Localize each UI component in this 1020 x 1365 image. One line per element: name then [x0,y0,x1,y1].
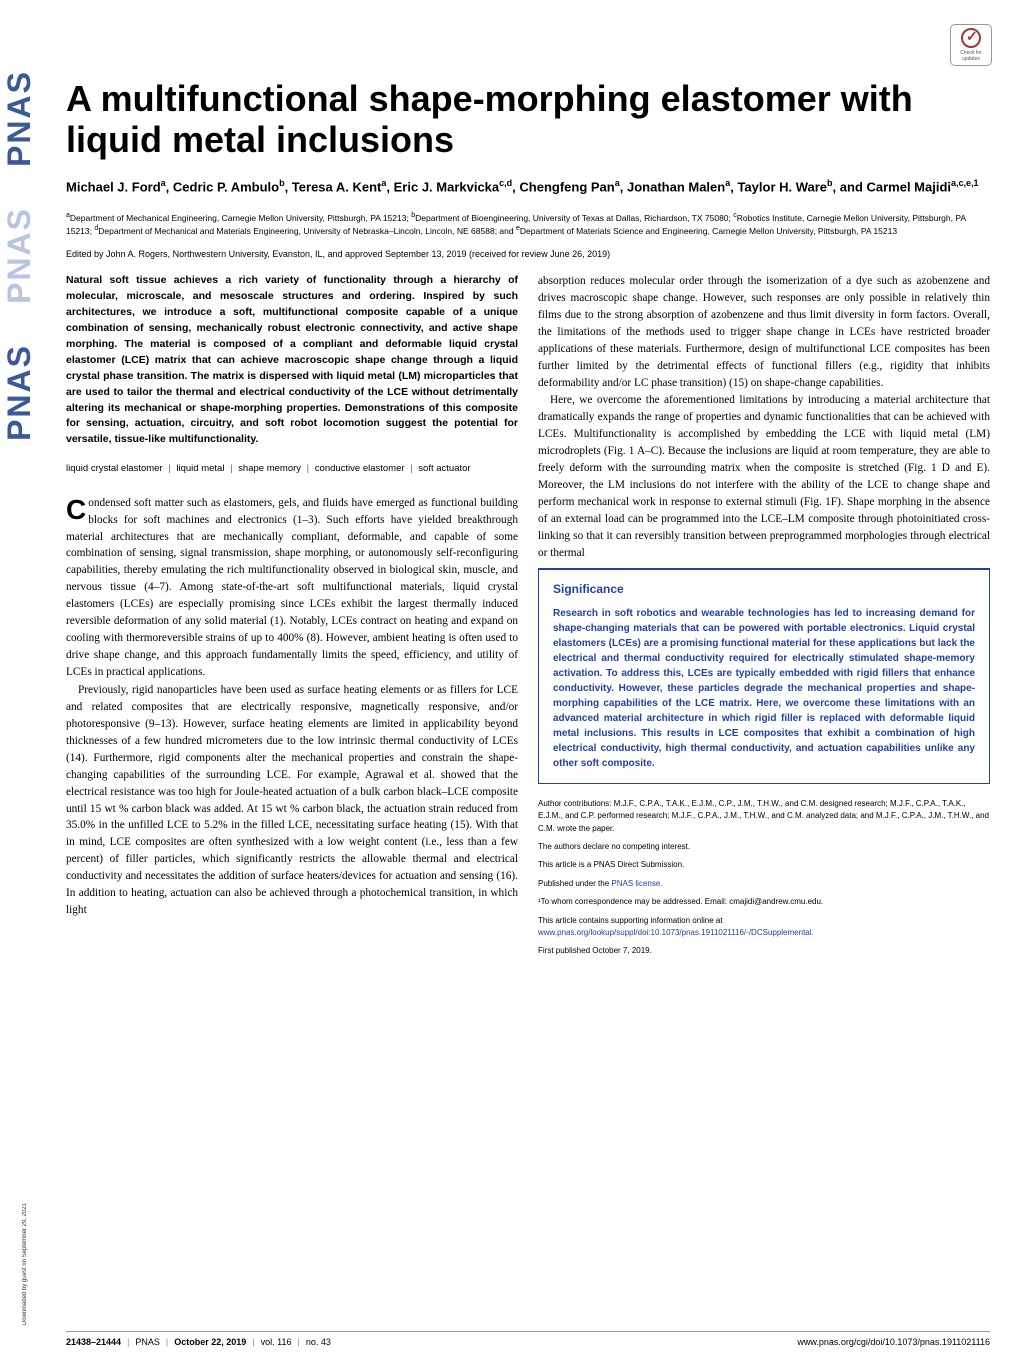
footer-no: no. 43 [306,1337,331,1347]
pnas-logo-light: PNAS [1,207,38,304]
fn-supp: This article contains supporting informa… [538,915,990,940]
fn-corr: ¹To whom correspondence may be addressed… [538,896,990,908]
fn-compete: The authors declare no competing interes… [538,841,990,853]
significance-body: Research in soft robotics and wearable t… [553,606,975,771]
pnas-license-link[interactable]: PNAS license. [611,879,662,888]
body-p1: Condensed soft matter such as elastomers… [66,495,518,681]
checkmark-icon [961,28,981,48]
page-content: A multifunctional shape-morphing elastom… [66,78,990,964]
footer-doi: www.pnas.org/cgi/doi/10.1073/pnas.191102… [797,1337,990,1347]
body-r2: Here, we overcome the aforementioned lim… [538,392,990,561]
footer-pages: 21438–21444 [66,1337,121,1347]
right-column: absorption reduces molecular order throu… [538,273,990,964]
badge-line2: updates [962,56,980,62]
body-r1: absorption reduces molecular order throu… [538,273,990,392]
fn-license: Published under the PNAS license. [538,878,990,890]
footer-vol: vol. 116 [261,1337,292,1347]
body-p2: Previously, rigid nanoparticles have bee… [66,682,518,919]
pnas-logo-dark-2: PNAS [1,344,38,441]
body-p1-text: ondensed soft matter such as elastomers,… [66,497,518,678]
keywords: liquid crystal elastomer | liquid metal … [66,462,518,476]
page-footer: 21438–21444 | PNAS | October 22, 2019 | … [66,1331,990,1347]
author-list: Michael J. Forda, Cedric P. Ambulob, Ter… [66,177,990,197]
supplemental-link[interactable]: www.pnas.org/lookup/suppl/doi:10.1073/pn… [538,928,814,937]
significance-title: Significance [553,582,975,596]
dropcap: C [66,495,88,522]
footer-date: October 22, 2019 [174,1337,246,1347]
corr-email: cmajidi@andrew.cmu.edu. [729,897,823,906]
significance-box: Significance Research in soft robotics a… [538,568,990,784]
fn-contrib: Author contributions: M.J.F., C.P.A., T.… [538,798,990,835]
pnas-logo-dark: PNAS [1,70,38,167]
left-column: Natural soft tissue achieves a rich vari… [66,273,518,964]
footnotes: Author contributions: M.J.F., C.P.A., T.… [538,798,990,958]
abstract: Natural soft tissue achieves a rich vari… [66,273,518,448]
body-text-left: Condensed soft matter such as elastomers… [66,495,518,919]
affiliations: aDepartment of Mechanical Engineering, C… [66,211,990,237]
article-title: A multifunctional shape-morphing elastom… [66,78,990,161]
pnas-vertical-logo: PNAS PNAS PNAS [0,0,38,1365]
two-column-layout: Natural soft tissue achieves a rich vari… [66,273,990,964]
fn-pub: First published October 7, 2019. [538,945,990,957]
edited-by: Edited by John A. Rogers, Northwestern U… [66,249,990,259]
download-attribution: Downloaded by guest on September 29, 202… [22,1203,28,1325]
check-for-updates-badge[interactable]: Check for updates [950,24,992,66]
fn-direct: This article is a PNAS Direct Submission… [538,859,990,871]
body-text-right: absorption reduces molecular order throu… [538,273,990,562]
footer-journal: PNAS [135,1337,160,1347]
footer-left: 21438–21444 | PNAS | October 22, 2019 | … [66,1337,331,1347]
